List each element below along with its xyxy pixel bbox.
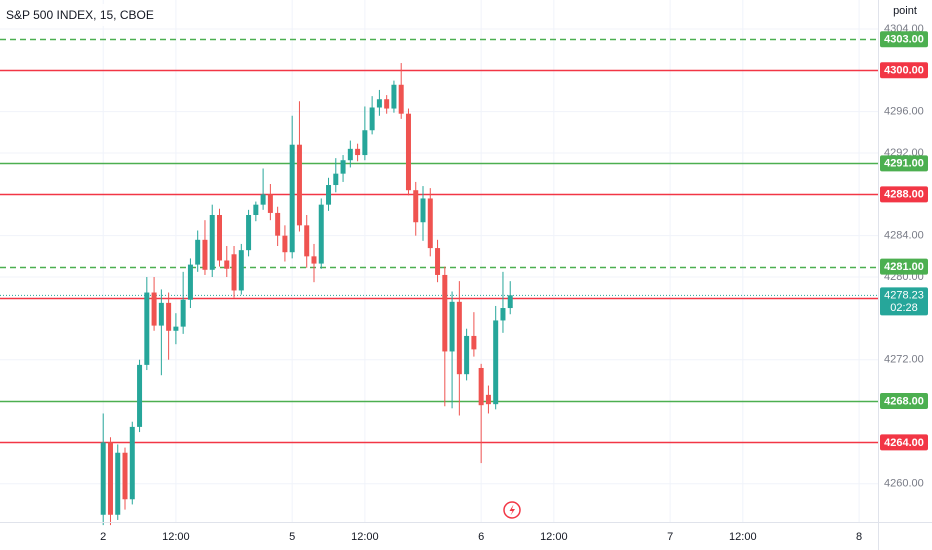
candle-body xyxy=(413,190,419,223)
level-label-bg xyxy=(880,434,928,451)
x-tick-label: 12:00 xyxy=(540,531,568,543)
y-tick-label: 4284.00 xyxy=(884,230,924,242)
candle-body xyxy=(376,99,382,108)
replay-icon[interactable] xyxy=(503,501,521,519)
candle-body xyxy=(231,254,237,291)
x-tick-label: 12:00 xyxy=(729,531,757,543)
candle-body xyxy=(456,301,462,375)
candle-body xyxy=(187,264,193,300)
candle-body xyxy=(507,295,513,309)
candle-body xyxy=(311,256,317,264)
candle-body xyxy=(173,326,179,331)
candle-body xyxy=(369,107,375,131)
candle-body xyxy=(267,194,273,213)
candle-body xyxy=(340,160,346,174)
candle-body xyxy=(355,148,361,156)
level-label: 4288.00 xyxy=(884,189,924,201)
candle-body xyxy=(180,299,186,327)
level-label-bg xyxy=(880,62,928,79)
candle-body xyxy=(202,239,208,270)
level-label-bg xyxy=(880,31,928,48)
level-label: 4303.00 xyxy=(884,34,924,46)
candle-body xyxy=(166,302,172,331)
candle-body xyxy=(129,426,135,500)
x-tick-label: 5 xyxy=(289,531,295,543)
candle-body xyxy=(209,215,215,270)
candle-body xyxy=(326,185,332,205)
replay-bolt[interactable] xyxy=(509,504,516,516)
candle-body xyxy=(493,320,499,405)
y-tick-label: 4260.00 xyxy=(884,478,924,490)
candle-body xyxy=(362,130,368,156)
x-tick-label: 8 xyxy=(856,531,862,543)
level-label: 4268.00 xyxy=(884,395,924,407)
candle-body xyxy=(398,84,404,114)
candle-body xyxy=(449,301,455,352)
level-label-bg xyxy=(880,393,928,410)
candle-body xyxy=(420,198,426,223)
candle-body xyxy=(333,173,339,186)
candle-body xyxy=(137,364,143,427)
candle-body xyxy=(238,250,244,291)
level-label: 4300.00 xyxy=(884,65,924,77)
candle-body xyxy=(115,452,121,515)
last-price-bg xyxy=(880,287,928,316)
y-tick-label: 4272.00 xyxy=(884,354,924,366)
candle-body xyxy=(304,225,310,257)
level-label: 4264.00 xyxy=(884,437,924,449)
candle-body xyxy=(289,144,295,253)
candle-body xyxy=(217,215,222,261)
candle-body xyxy=(405,113,411,191)
candle-body xyxy=(107,442,113,515)
level-label-bg xyxy=(880,186,928,203)
candle-body xyxy=(246,215,252,251)
title-bg xyxy=(2,4,142,26)
x-tick-label: 2 xyxy=(100,531,106,543)
candle-body xyxy=(144,292,150,365)
levels xyxy=(0,38,878,444)
candles xyxy=(100,63,513,526)
countdown-label: 02:28 xyxy=(890,302,918,314)
x-tick-label: 12:00 xyxy=(351,531,379,543)
chart-title: S&P 500 INDEX, 15, CBOE xyxy=(6,8,154,22)
candle-body xyxy=(100,442,106,515)
candle-body xyxy=(275,212,281,236)
candle-body xyxy=(282,235,288,253)
candle-body xyxy=(427,198,433,249)
candle-body xyxy=(260,194,266,205)
candle-body xyxy=(253,204,259,216)
last-price-label: 4278.23 xyxy=(884,290,924,302)
x-tick-label: 7 xyxy=(667,531,673,543)
candle-body xyxy=(485,394,491,405)
level-label: 4281.00 xyxy=(884,261,924,273)
candle-body xyxy=(500,308,506,321)
level-label: 4291.00 xyxy=(884,158,924,170)
candle-body xyxy=(384,99,390,109)
candle-body xyxy=(158,302,164,326)
level-label-bg xyxy=(880,258,928,275)
candle-body xyxy=(151,292,157,326)
candle-body xyxy=(478,367,484,406)
candle-body xyxy=(318,204,324,264)
candle-body xyxy=(122,452,128,500)
x-tick-label: 6 xyxy=(478,531,484,543)
candle-body xyxy=(195,239,201,265)
level-label-bg xyxy=(880,155,928,172)
candle-body xyxy=(442,274,448,352)
x-tick-label: 12:00 xyxy=(162,531,190,543)
y-tick-label: 4296.00 xyxy=(884,106,924,118)
candle-body xyxy=(296,144,302,226)
axis-unit: point xyxy=(893,5,917,17)
candle-body xyxy=(224,260,230,269)
grid xyxy=(0,0,878,522)
candle-body xyxy=(471,335,477,350)
candle-body xyxy=(391,84,397,109)
axes: 4260.004272.004280.004284.004292.004296.… xyxy=(100,23,928,543)
candle-body xyxy=(435,248,441,275)
candle-body xyxy=(464,335,470,375)
candle-body xyxy=(347,148,353,161)
